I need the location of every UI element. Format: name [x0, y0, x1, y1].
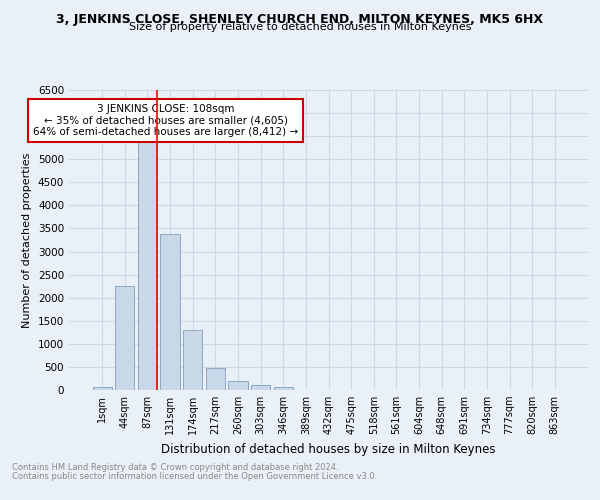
Text: Size of property relative to detached houses in Milton Keynes: Size of property relative to detached ho…: [129, 22, 471, 32]
Bar: [251, 386, 270, 390]
Bar: [206, 368, 225, 390]
Text: 3, JENKINS CLOSE, SHENLEY CHURCH END, MILTON KEYNES, MK5 6HX: 3, JENKINS CLOSE, SHENLEY CHURCH END, MI…: [56, 12, 544, 26]
Bar: [274, 387, 293, 390]
Bar: [183, 330, 202, 390]
Text: Contains HM Land Registry data © Crown copyright and database right 2024.: Contains HM Land Registry data © Crown c…: [12, 464, 338, 472]
Text: 3 JENKINS CLOSE: 108sqm
← 35% of detached houses are smaller (4,605)
64% of semi: 3 JENKINS CLOSE: 108sqm ← 35% of detache…: [33, 104, 298, 137]
Y-axis label: Number of detached properties: Number of detached properties: [22, 152, 32, 328]
Bar: [138, 138, 157, 390]
Bar: [92, 387, 112, 390]
Bar: [229, 381, 248, 390]
Text: Contains public sector information licensed under the Open Government Licence v3: Contains public sector information licen…: [12, 472, 377, 481]
Bar: [160, 234, 180, 390]
X-axis label: Distribution of detached houses by size in Milton Keynes: Distribution of detached houses by size …: [161, 442, 496, 456]
Bar: [115, 286, 134, 390]
